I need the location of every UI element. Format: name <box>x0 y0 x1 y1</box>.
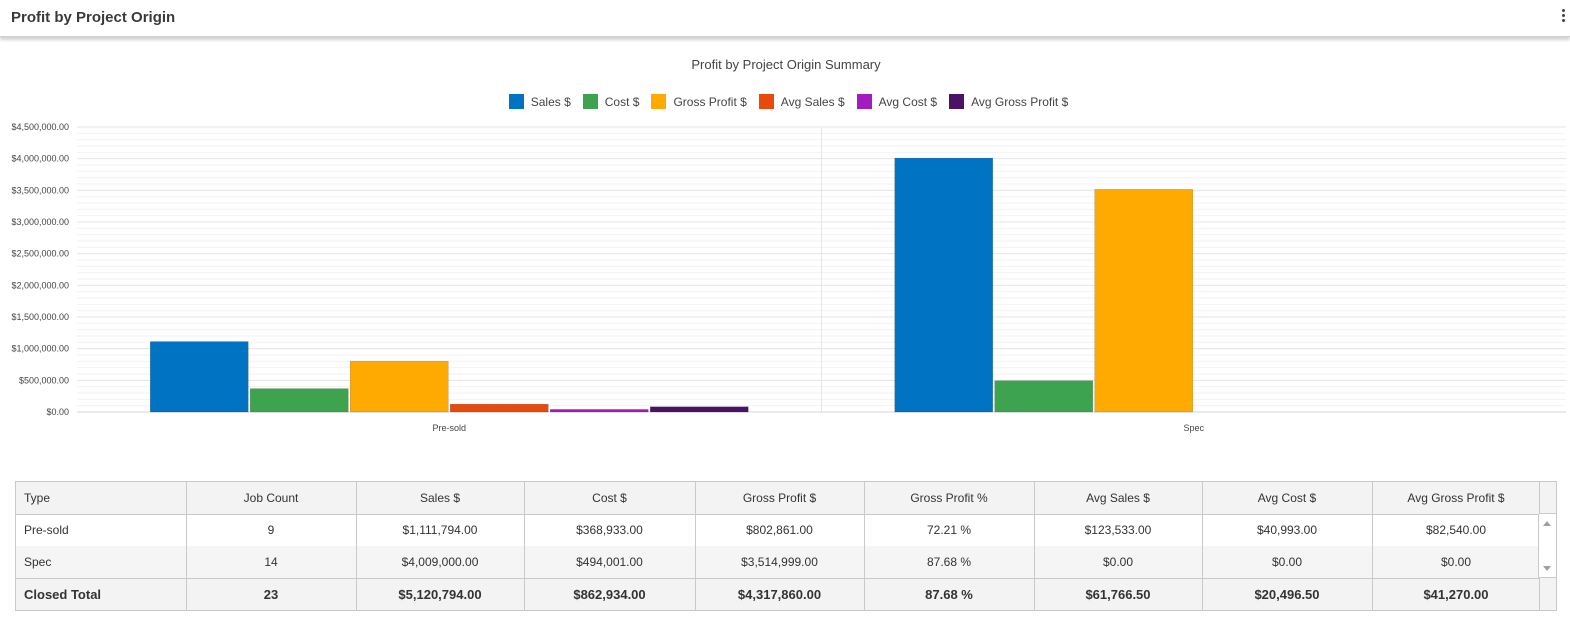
y-tick-label: $0.00 <box>46 407 69 417</box>
table-cell: $82,540.00 <box>1372 514 1541 546</box>
table-cell: $3,514,999.00 <box>695 546 865 578</box>
table-cell: $5,120,794.00 <box>356 577 525 610</box>
column-header-job-count[interactable]: Job Count <box>186 482 357 515</box>
column-header-avg-gross-profit[interactable]: Avg Gross Profit $ <box>1372 482 1541 515</box>
table-scrollbar[interactable] <box>1538 514 1556 578</box>
legend-label: Avg Sales $ <box>780 94 845 109</box>
column-header-gross-profit[interactable]: Gross Profit $ <box>695 482 865 515</box>
table-cell: 72.21 % <box>864 514 1035 546</box>
table-cell: $41,270.00 <box>1372 577 1541 610</box>
bar-gross-profit-spec <box>1094 189 1193 413</box>
table-total-row: Closed Total 23 $5,120,794.00 $862,934.0… <box>16 577 1541 610</box>
table-cell: $40,993.00 <box>1202 514 1373 546</box>
table-cell: 14 <box>186 546 357 578</box>
panel-header: Profit by Project Origin <box>0 0 1570 37</box>
table-cell: Closed Total <box>16 577 187 610</box>
legend-swatch <box>508 94 524 109</box>
bar-sales-spec <box>894 157 993 413</box>
bar-cost-pre-sold <box>250 388 349 413</box>
table-cell: $61,766.50 <box>1034 577 1203 610</box>
column-header-avg-sales[interactable]: Avg Sales $ <box>1034 482 1203 515</box>
y-tick-label: $2,500,000.00 <box>11 249 69 259</box>
legend-label: Avg Gross Profit $ <box>971 94 1069 109</box>
table-cell: 87.68 % <box>864 546 1035 578</box>
table-cell: $20,496.50 <box>1202 577 1373 610</box>
table-cell: Spec <box>16 546 187 578</box>
table-cell: $0.00 <box>1202 546 1373 578</box>
table-cell: Pre-sold <box>16 514 187 546</box>
panel-title: Profit by Project Origin <box>11 9 176 26</box>
chart-legend: Sales $ Cost $ Gross Profit $ Avg Sales … <box>0 94 1570 109</box>
legend-swatch <box>582 94 598 109</box>
legend-item-avg-cost[interactable]: Avg Cost $ <box>856 94 938 109</box>
x-tick-label: Pre-sold <box>432 423 466 433</box>
table-cell: $4,009,000.00 <box>356 546 525 578</box>
total-filler <box>1539 577 1556 610</box>
legend-item-sales[interactable]: Sales $ <box>508 94 571 109</box>
table-cell: $802,861.00 <box>695 514 865 546</box>
table-row[interactable]: Spec 14 $4,009,000.00 $494,001.00 $3,514… <box>16 546 1541 578</box>
y-tick-label: $4,000,000.00 <box>11 154 69 164</box>
more-options-icon[interactable] <box>1560 8 1566 26</box>
legend-swatch <box>758 94 774 109</box>
scroll-up-icon[interactable] <box>1543 521 1551 526</box>
legend-swatch <box>856 94 872 109</box>
table-cell: 87.68 % <box>864 577 1035 610</box>
column-header-type[interactable]: Type <box>16 482 187 515</box>
column-header-cost[interactable]: Cost $ <box>524 482 696 515</box>
x-tick-label: Spec <box>1183 423 1204 433</box>
y-tick-label: $2,000,000.00 <box>11 280 69 290</box>
table-cell: $862,934.00 <box>524 577 696 610</box>
legend-swatch <box>651 94 667 109</box>
bar-sales-pre-sold <box>150 341 249 413</box>
header-filler <box>1539 482 1556 514</box>
chart-title: Profit by Project Origin Summary <box>691 57 881 72</box>
legend-label: Avg Cost $ <box>878 94 938 109</box>
table-row[interactable]: Pre-sold 9 $1,111,794.00 $368,933.00 $80… <box>16 514 1541 546</box>
legend-label: Sales $ <box>530 94 571 109</box>
y-tick-label: $1,000,000.00 <box>11 344 69 354</box>
column-header-sales[interactable]: Sales $ <box>356 482 525 515</box>
table-cell: 9 <box>186 514 357 546</box>
table-cell: $0.00 <box>1034 546 1203 578</box>
table-cell: $0.00 <box>1372 546 1541 578</box>
table-cell: $4,317,860.00 <box>695 577 865 610</box>
summary-grid: Type Job Count Sales $ Cost $ Gross Prof… <box>16 482 1541 610</box>
bar-avg-sales-pre-sold <box>450 403 549 413</box>
bar-gross-profit-pre-sold <box>350 360 449 413</box>
y-tick-label: $1,500,000.00 <box>11 312 69 322</box>
y-tick-label: $3,000,000.00 <box>11 217 69 227</box>
bar-avg-gross-profit-pre-sold <box>650 406 749 413</box>
bar-cost-spec <box>994 380 1093 413</box>
table-cell: 23 <box>186 577 357 610</box>
legend-item-avg-sales[interactable]: Avg Sales $ <box>758 94 845 109</box>
table-header-row: Type Job Count Sales $ Cost $ Gross Prof… <box>16 482 1541 515</box>
table-cell: $123,533.00 <box>1034 514 1203 546</box>
table-cell: $494,001.00 <box>524 546 696 578</box>
bar-chart: $0.00 $500,000.00 $1,000,000.00 $1,500,000.… <box>11 122 1566 433</box>
summary-table: Type Job Count Sales $ Cost $ Gross Prof… <box>15 481 1557 611</box>
y-tick-label: $4,500,000.00 <box>11 122 69 132</box>
table-cell: $368,933.00 <box>524 514 696 546</box>
legend-item-gross-profit[interactable]: Gross Profit $ <box>651 94 747 109</box>
y-tick-label: $500,000.00 <box>19 375 69 385</box>
legend-item-cost[interactable]: Cost $ <box>582 94 640 109</box>
legend-label: Gross Profit $ <box>673 94 747 109</box>
legend-label: Cost $ <box>604 94 640 109</box>
column-header-avg-cost[interactable]: Avg Cost $ <box>1202 482 1373 515</box>
scroll-down-icon[interactable] <box>1543 566 1551 571</box>
column-header-gross-profit-pct[interactable]: Gross Profit % <box>864 482 1035 515</box>
table-cell: $1,111,794.00 <box>356 514 525 546</box>
bar-avg-cost-pre-sold <box>550 409 649 413</box>
legend-swatch <box>949 94 965 109</box>
y-tick-label: $3,500,000.00 <box>11 185 69 195</box>
legend-item-avg-gross-profit[interactable]: Avg Gross Profit $ <box>949 94 1068 109</box>
